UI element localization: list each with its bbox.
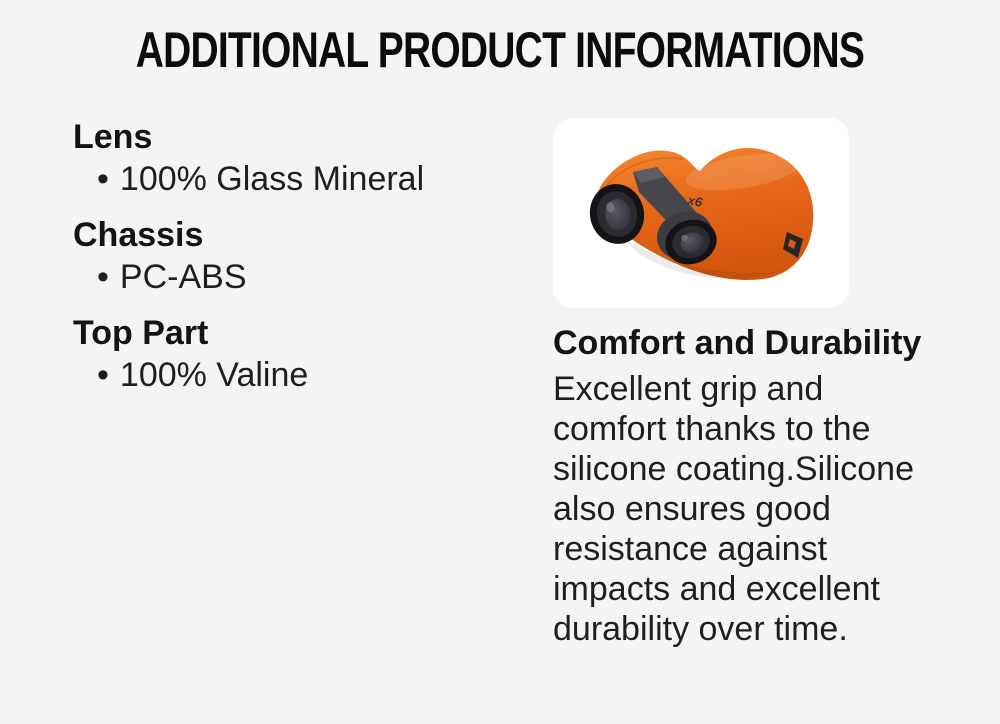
spec-item: 100% Glass Mineral: [97, 160, 553, 198]
spec-label: Top Part: [73, 314, 209, 352]
content-columns: Lens 100% Glass Mineral Chassis PC-ABS T…: [0, 118, 1000, 649]
feature-heading: Comfort and Durability: [553, 324, 922, 362]
binoculars-left-lens: [589, 184, 645, 244]
spec-label: Lens: [73, 118, 153, 156]
spec-item: 100% Valine: [97, 356, 553, 394]
spec-items: 100% Glass Mineral: [73, 160, 553, 198]
product-image-card: x6: [553, 118, 849, 308]
binoculars-strap-loop: [783, 232, 803, 258]
page-title: ADDITIONAL PRODUCT INFORMATIONS: [135, 22, 865, 78]
spec-group-top-part: Top Part 100% Valine: [73, 314, 553, 394]
binoculars-image: x6: [589, 148, 814, 281]
spec-group-chassis: Chassis PC-ABS: [73, 216, 553, 296]
binoculars-magnification-label: x6: [685, 192, 704, 210]
binoculars-right-lens: [657, 211, 717, 265]
spec-item: PC-ABS: [97, 258, 553, 296]
spec-group-lens: Lens 100% Glass Mineral: [73, 118, 553, 198]
spec-items: 100% Valine: [73, 356, 553, 394]
spec-items: PC-ABS: [73, 258, 553, 296]
spec-label: Chassis: [73, 216, 204, 254]
page-header: ADDITIONAL PRODUCT INFORMATIONS: [0, 24, 1000, 76]
feature-description: Excellent grip and comfort thanks to the…: [553, 370, 914, 648]
feature-section: x6 Comfor: [553, 118, 940, 649]
spec-list: Lens 100% Glass Mineral Chassis PC-ABS T…: [73, 118, 553, 649]
